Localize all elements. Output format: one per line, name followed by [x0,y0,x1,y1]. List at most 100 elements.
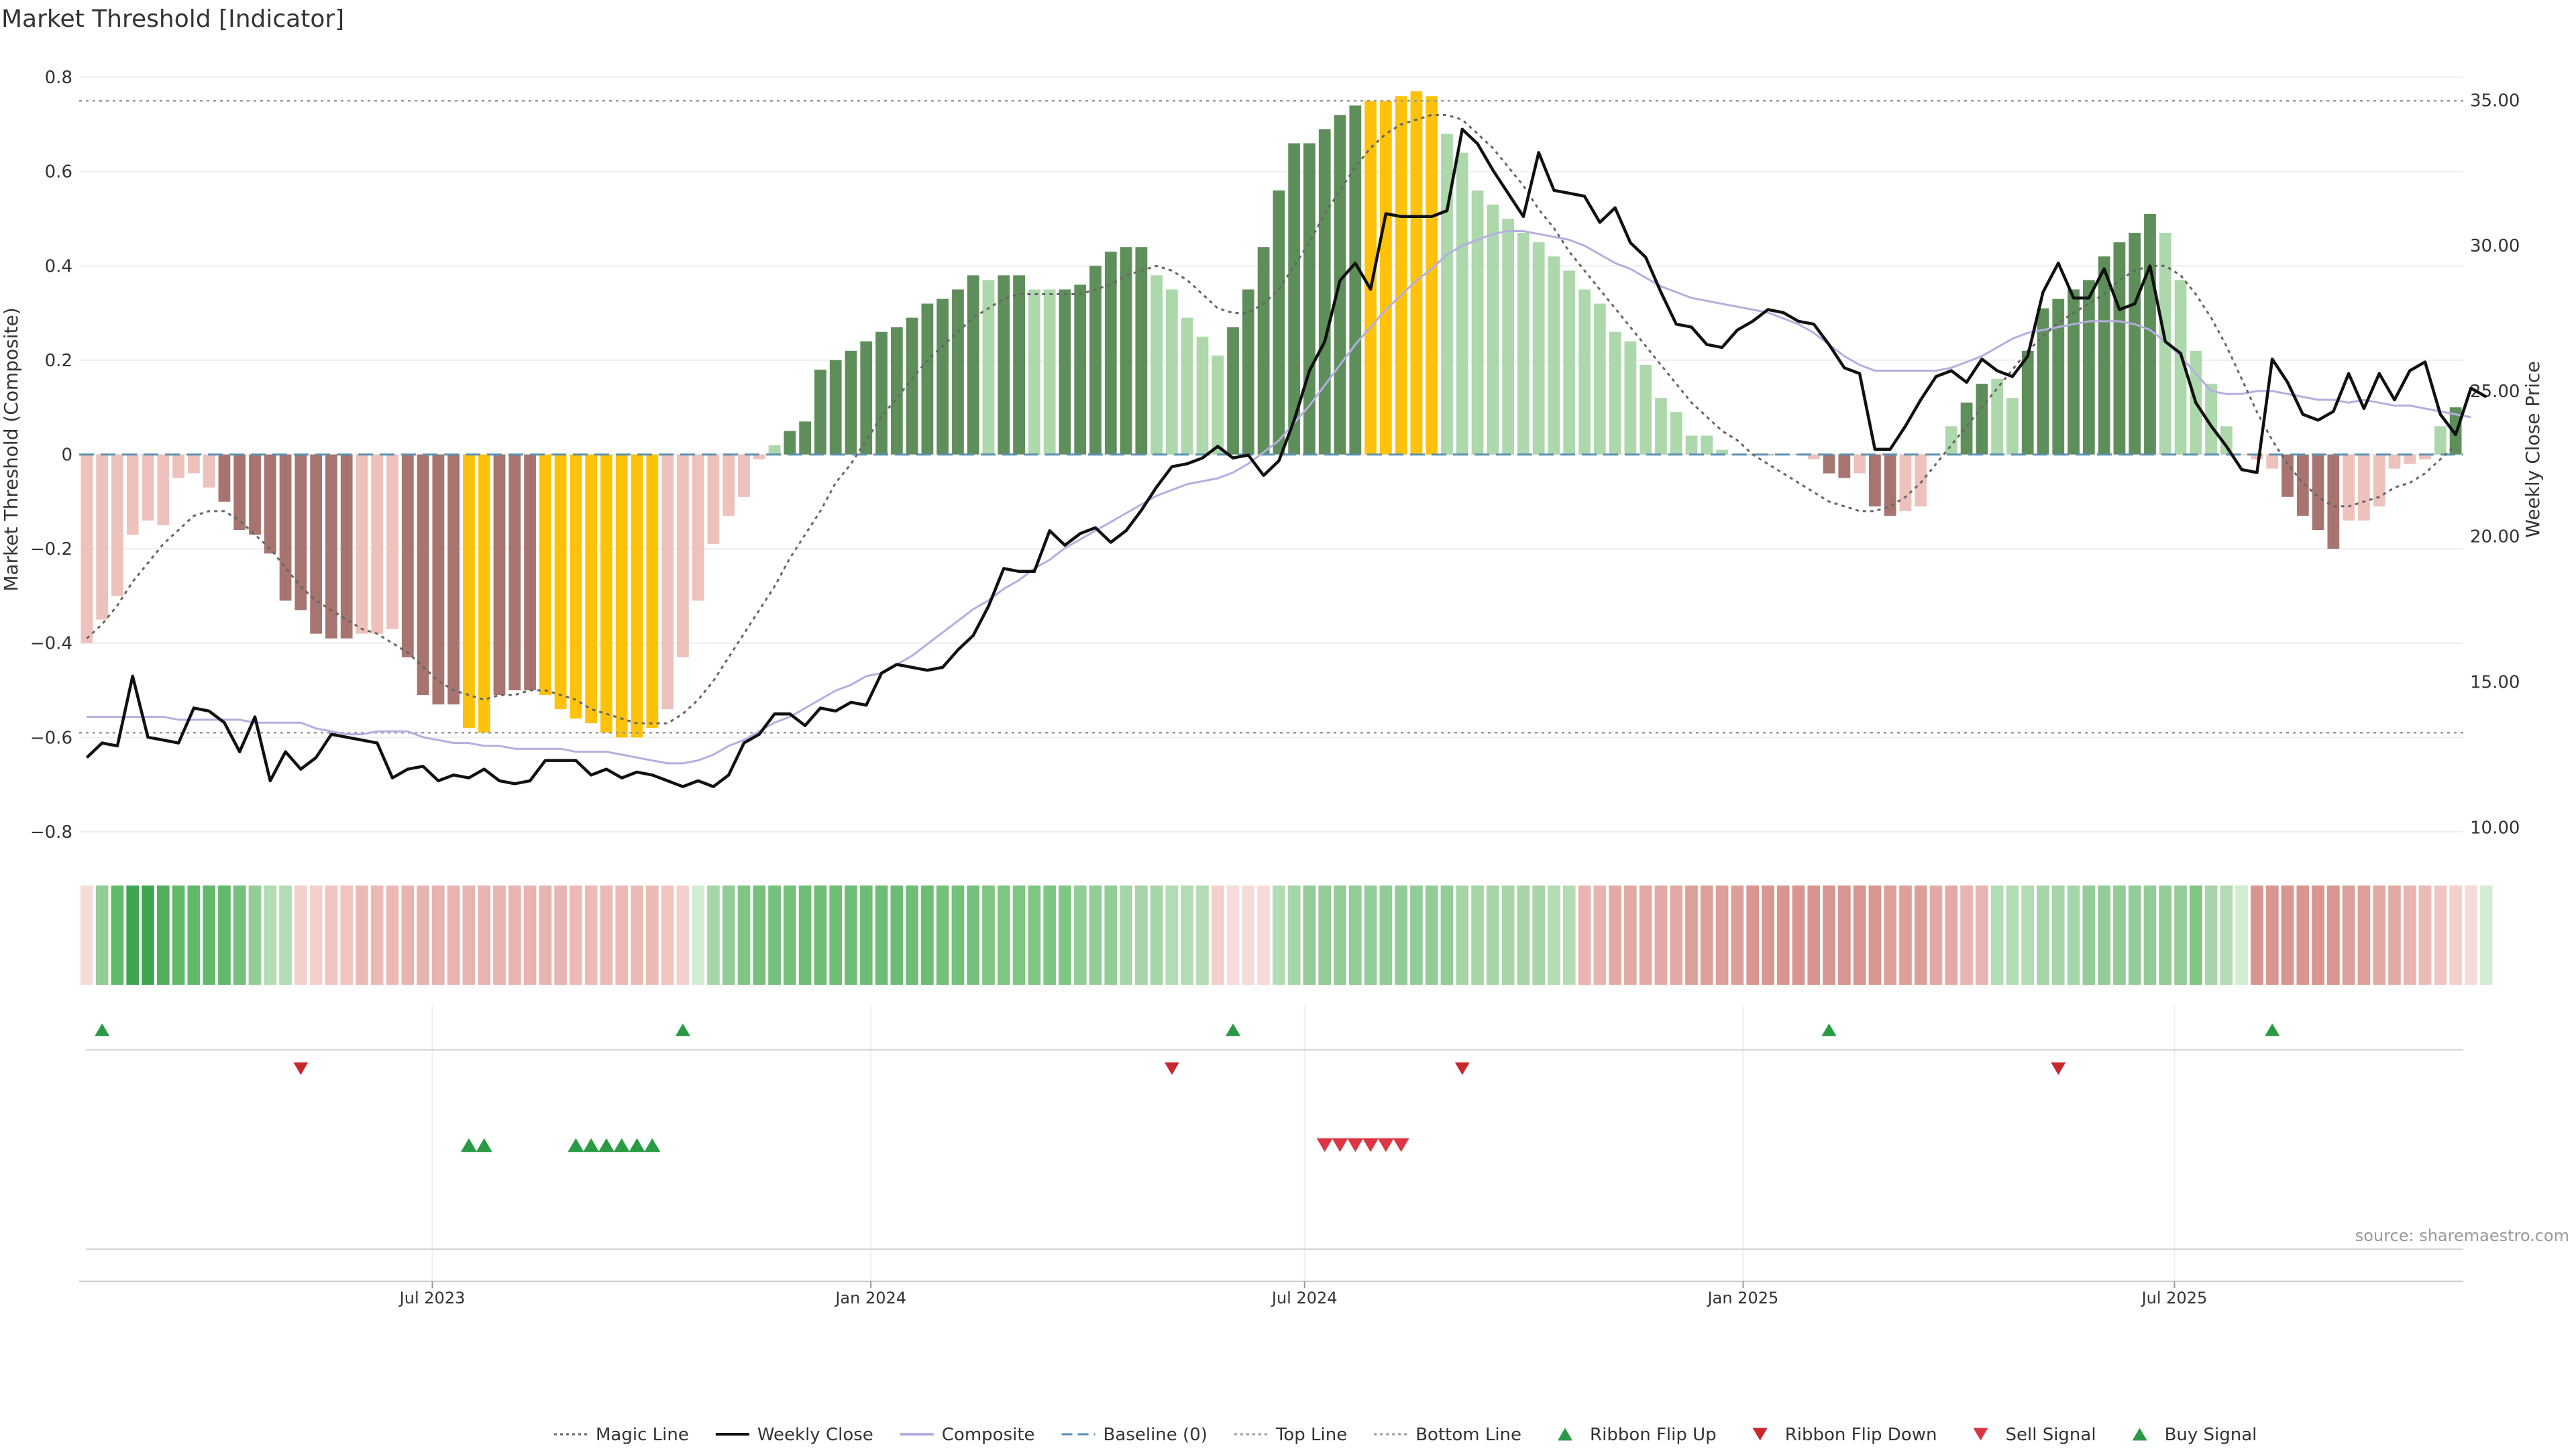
composite-bar [2373,454,2385,506]
ribbon-cell [1807,885,1821,985]
ribbon-cell [1242,885,1255,985]
y2-tick-label: 20.00 [2470,527,2520,547]
legend-swatch [1973,1428,1988,1441]
ribbon-cell [906,885,918,985]
ribbon-cell [1746,885,1759,985]
ribbon-cell [1486,885,1499,985]
ribbon-cell [875,885,888,985]
legend-label: Bottom Line [1415,1425,1521,1445]
ribbon-cell [493,885,506,985]
ribbon-cell [2281,885,2294,985]
composite-bar [2006,398,2019,455]
chart-title: Market Threshold [Indicator] [1,5,344,33]
ribbon-cell [2373,885,2386,985]
ribbon-cell [1837,885,1851,985]
ribbon-cell [2051,885,2065,985]
ribbon-cell [890,885,904,985]
composite-bar [218,454,231,502]
ribbon-flip-down-marker [1454,1062,1470,1075]
ribbon-cell [2235,885,2249,985]
ribbon-cell [615,885,629,985]
ribbon-cell [1471,885,1484,985]
ribbon-cell [784,885,796,985]
ribbon-cell [417,885,429,985]
y-tick-label: 0.2 [45,351,72,371]
composite-bar [952,289,964,455]
ribbon-cell [126,885,140,985]
composite-bar [249,454,261,535]
composite-bar [1395,96,1407,455]
ribbon-cell [111,885,124,985]
composite-bar [1257,247,1270,455]
composite-bar [1364,101,1377,455]
composite-bar [294,454,307,610]
ribbon-cell [845,885,857,985]
legend-item: Ribbon Flip Up [1558,1425,1717,1445]
composite-bar [570,454,582,719]
ribbon-cell [2479,885,2493,985]
ribbon-cell [386,885,399,985]
ribbon-cell [1089,885,1102,985]
composite-bar [814,369,826,455]
composite-bar [203,454,215,488]
composite-bar [2113,242,2126,455]
composite-bar [371,454,384,634]
ribbon-cell [1410,885,1423,985]
composite-bar [1960,402,1973,455]
composite-bar [677,454,689,657]
composite-bar [2037,308,2049,455]
composite-bar [1196,336,1209,455]
composite-bar [738,454,750,497]
ribbon-cell [279,885,292,985]
x-tick-label: Jul 2025 [2141,1289,2208,1307]
composite-bar [1976,384,1988,455]
ribbon-cell [1853,885,1866,985]
composite-bar [126,454,139,535]
composite-bar [1150,275,1163,455]
composite-bar [906,317,918,455]
legend-label: Baseline (0) [1104,1425,1208,1445]
composite-bar [554,454,567,710]
composite-bar [1089,266,1102,455]
composite-bar [1212,355,1224,455]
ribbon-cell [1548,885,1560,985]
ribbon-cell [1348,885,1362,985]
composite-bar [1670,412,1682,455]
ribbon-cell [508,885,521,985]
ribbon-cell [2159,885,2172,985]
legend-item: Baseline (0) [1061,1425,1208,1445]
ribbon-cell [2128,885,2141,985]
ribbon-cell [294,885,307,985]
composite-bar [1609,331,1621,455]
magic-line [86,113,2457,724]
composite-bar [2251,454,2263,460]
composite-bar [1227,327,1239,455]
ribbon-flip-up-marker [95,1023,110,1036]
composite-bar [1716,449,1728,455]
composite-bar [1869,454,1881,506]
ribbon-cell [187,885,201,985]
composite-bar [1624,341,1637,455]
composite-line [87,230,2471,765]
composite-bar [1838,454,1851,478]
y-tick-label: −0.2 [30,539,72,559]
ribbon-flip-up-marker [1821,1023,1837,1036]
ribbon-cell [1364,885,1377,985]
composite-bar [982,280,995,455]
sell-signal-marker [1393,1138,1409,1152]
composite-bar [784,431,796,455]
composite-bar [1593,303,1606,455]
ribbon-cell [233,885,246,985]
x-axis-ticks: Jul 2023 Jan 2024 Jul 2024 Jan 2025 Jul 2025 [398,1281,2208,1307]
ribbon-cell [1120,885,1132,985]
composite-bar [142,454,154,521]
x-tick-label: Jul 2023 [398,1289,466,1307]
ribbon-cell [2449,885,2462,985]
ribbon-flip-up-marker [675,1023,690,1036]
ribbon-cell [676,885,690,985]
legend-label: Buy Signal [2165,1425,2257,1445]
ribbon-cell [2327,885,2340,985]
composite-bar [936,299,949,455]
ribbon-cell [1823,885,1835,985]
ribbon-cell [539,885,552,985]
